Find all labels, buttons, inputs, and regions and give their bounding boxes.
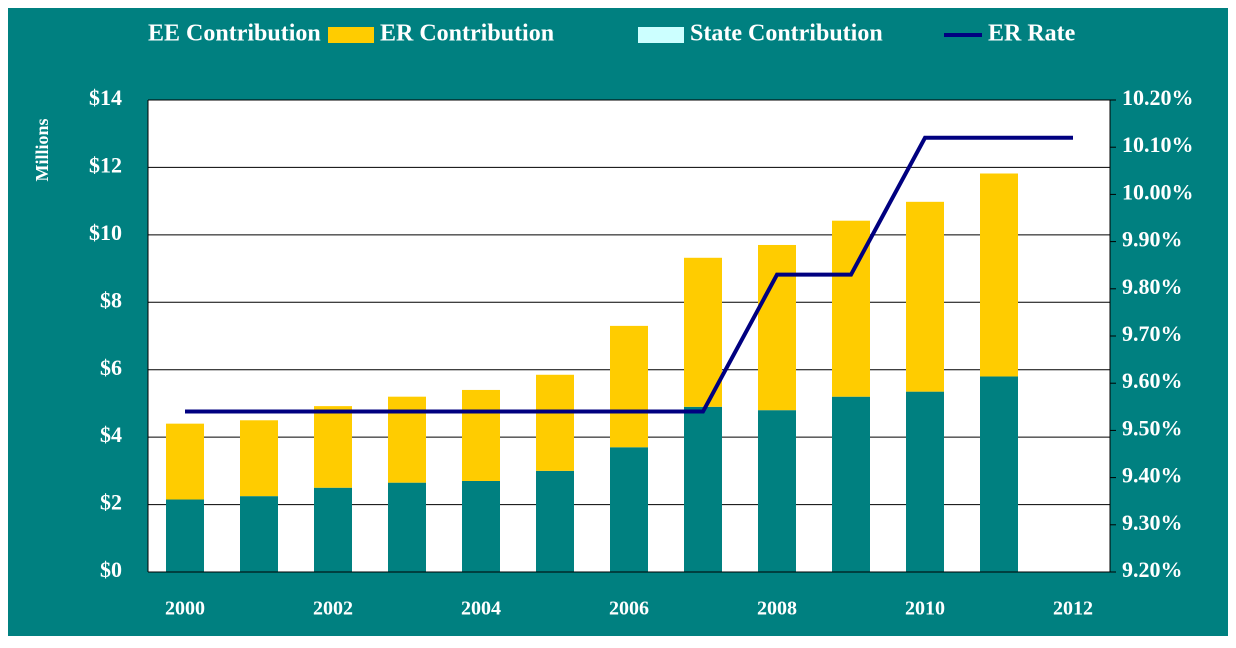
bar xyxy=(462,480,500,572)
bar xyxy=(832,396,870,572)
y2-tick-label: 9.20% xyxy=(1122,557,1183,582)
legend-label: State Contribution xyxy=(690,21,883,47)
y2-tick-label: 9.50% xyxy=(1122,415,1183,440)
bar xyxy=(906,391,944,572)
bar xyxy=(980,173,1018,377)
bar xyxy=(388,482,426,572)
y-tick-label: $2 xyxy=(100,490,122,515)
legend-label: ER Rate xyxy=(988,21,1076,47)
legend-label: EE Contribution xyxy=(148,21,321,47)
bar xyxy=(314,487,352,572)
y2-tick-label: 9.30% xyxy=(1122,510,1183,535)
bar xyxy=(758,244,796,411)
x-tick-label: 2010 xyxy=(905,598,945,620)
legend-swatch xyxy=(328,27,374,43)
y2-tick-label: 9.40% xyxy=(1122,463,1183,488)
y2-tick-label: 10.20% xyxy=(1122,85,1194,110)
bar xyxy=(166,423,204,500)
y2-tick-label: 10.00% xyxy=(1122,179,1194,204)
bar xyxy=(462,389,500,481)
x-tick-label: 2008 xyxy=(757,598,797,620)
bar xyxy=(536,374,574,471)
bar xyxy=(906,201,944,392)
legend-label: ER Contribution xyxy=(380,21,554,47)
y-tick-label: $0 xyxy=(100,557,122,582)
bar xyxy=(314,406,352,488)
y-tick-label: $10 xyxy=(89,220,122,245)
y-axis-label: Millions xyxy=(32,118,52,181)
bar xyxy=(166,499,204,572)
y-tick-label: $8 xyxy=(100,287,122,312)
x-tick-label: 2012 xyxy=(1053,598,1093,620)
bar xyxy=(536,470,574,572)
y2-tick-label: 9.90% xyxy=(1122,227,1183,252)
line xyxy=(185,135,1073,414)
y-tick-label: $6 xyxy=(100,355,122,380)
bar xyxy=(610,325,648,448)
bar xyxy=(684,406,722,572)
bar xyxy=(684,257,722,407)
y2-tick-label: 9.80% xyxy=(1122,274,1183,299)
x-tick-label: 2002 xyxy=(313,598,353,620)
y2-tick-label: 9.70% xyxy=(1122,321,1183,346)
bar xyxy=(758,410,796,572)
bar xyxy=(240,496,278,572)
x-tick-label: 2006 xyxy=(609,598,649,620)
y-tick-label: $4 xyxy=(100,422,122,447)
legend-swatch xyxy=(638,27,684,43)
y-tick-label: $14 xyxy=(89,85,122,110)
bar xyxy=(610,447,648,572)
legend-swatch xyxy=(96,27,142,43)
bar xyxy=(240,420,278,497)
y-tick-label: $12 xyxy=(89,152,122,177)
bar xyxy=(980,376,1018,572)
x-tick-label: 2004 xyxy=(461,598,501,620)
y2-tick-label: 10.10% xyxy=(1122,132,1194,157)
y2-tick-label: 9.60% xyxy=(1122,368,1183,393)
x-tick-label: 2000 xyxy=(165,598,205,620)
